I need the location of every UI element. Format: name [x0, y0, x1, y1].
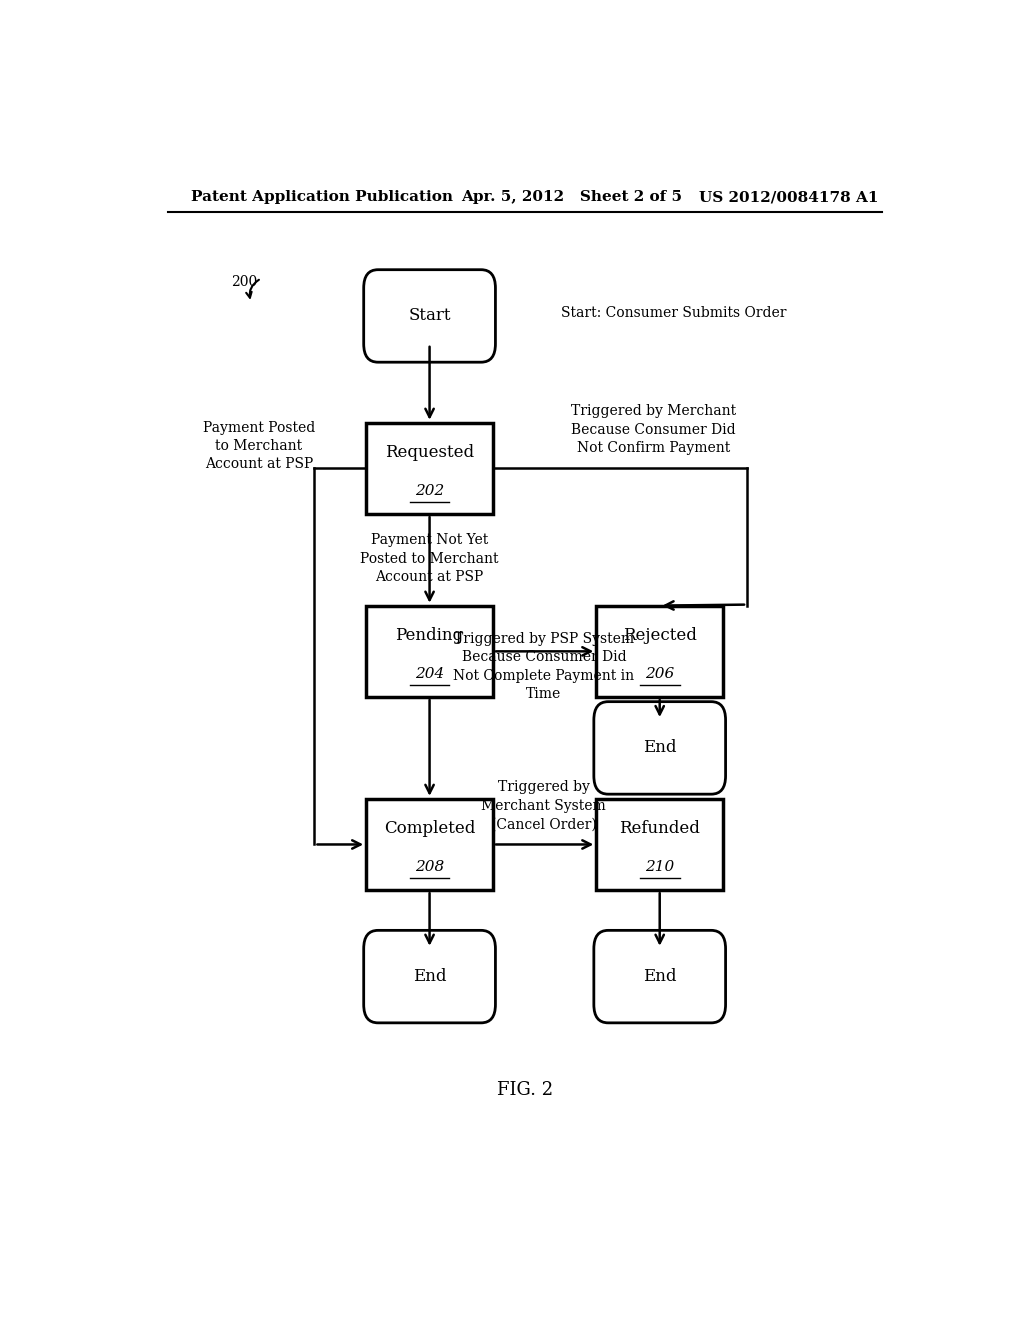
Text: Completed: Completed [384, 820, 475, 837]
Text: Triggered by PSP System
Because Consumer Did
Not Complete Payment in
Time: Triggered by PSP System Because Consumer… [454, 632, 635, 701]
Text: Patent Application Publication: Patent Application Publication [191, 190, 454, 205]
Text: End: End [643, 968, 677, 985]
Text: Start: Consumer Submits Order: Start: Consumer Submits Order [560, 306, 786, 319]
Text: 206: 206 [645, 667, 675, 681]
Text: 200: 200 [231, 276, 257, 289]
Text: Payment Not Yet
Posted to Merchant
Account at PSP: Payment Not Yet Posted to Merchant Accou… [360, 533, 499, 585]
Text: Rejected: Rejected [623, 627, 696, 644]
Text: End: End [643, 739, 677, 756]
FancyBboxPatch shape [594, 702, 726, 795]
Bar [367, 799, 494, 890]
Text: Pending: Pending [395, 627, 464, 644]
Bar [367, 606, 494, 697]
FancyBboxPatch shape [364, 269, 496, 362]
Text: Requested: Requested [385, 444, 474, 461]
Text: Refunded: Refunded [620, 820, 700, 837]
Bar [596, 799, 723, 890]
Text: Apr. 5, 2012   Sheet 2 of 5: Apr. 5, 2012 Sheet 2 of 5 [461, 190, 682, 205]
Text: 202: 202 [415, 483, 444, 498]
Text: Triggered by Merchant
Because Consumer Did
Not Confirm Payment: Triggered by Merchant Because Consumer D… [570, 404, 736, 455]
Text: End: End [413, 968, 446, 985]
Bar [367, 422, 494, 515]
Text: 208: 208 [415, 859, 444, 874]
Text: Triggered by
Merchant System
(Cancel Order): Triggered by Merchant System (Cancel Ord… [481, 780, 606, 832]
Text: FIG. 2: FIG. 2 [497, 1081, 553, 1100]
Text: 210: 210 [645, 859, 675, 874]
Text: Payment Posted
to Merchant
Account at PSP: Payment Posted to Merchant Account at PS… [203, 421, 315, 471]
FancyBboxPatch shape [594, 931, 726, 1023]
FancyBboxPatch shape [364, 931, 496, 1023]
Bar [596, 606, 723, 697]
Text: US 2012/0084178 A1: US 2012/0084178 A1 [699, 190, 879, 205]
Text: 204: 204 [415, 667, 444, 681]
Text: Start: Start [409, 308, 451, 325]
